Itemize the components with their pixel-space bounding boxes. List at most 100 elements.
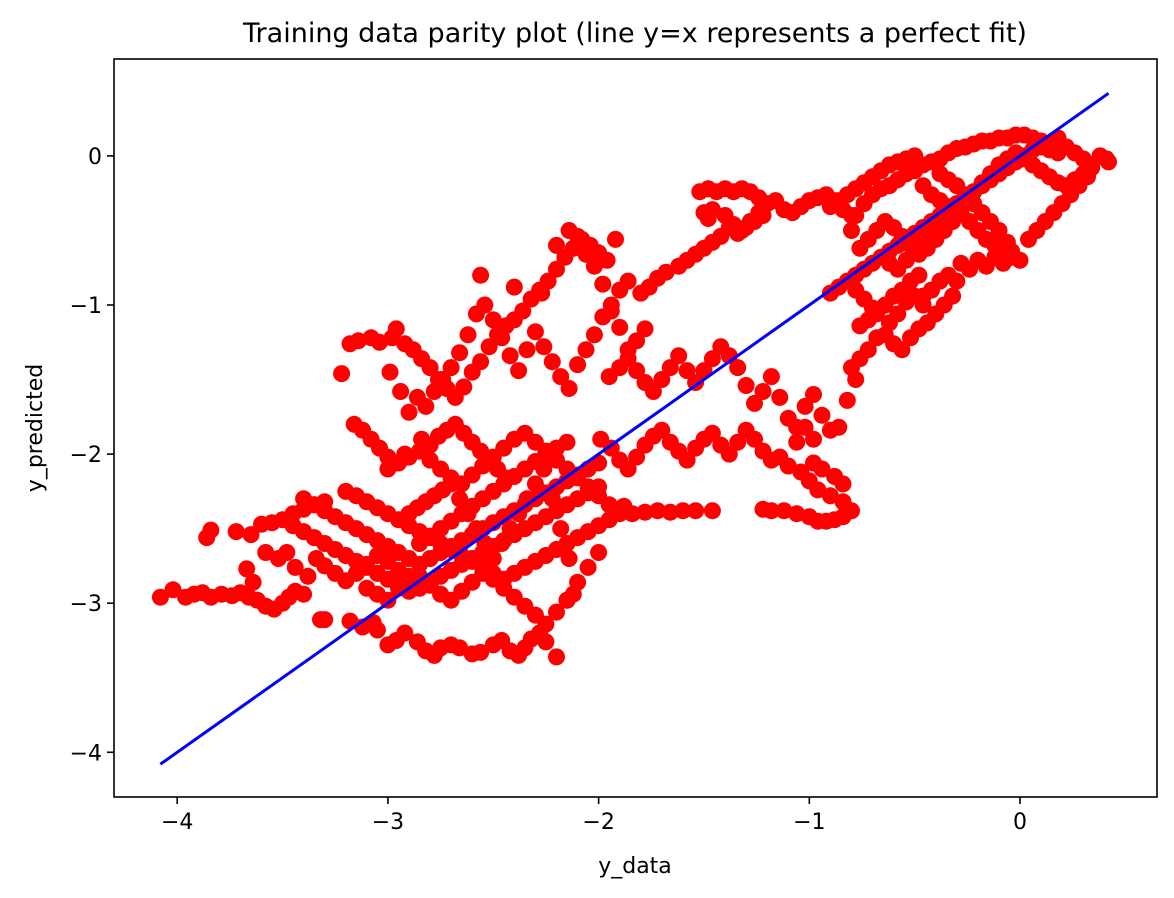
data-point <box>653 421 671 439</box>
data-point <box>493 535 511 552</box>
data-point <box>1100 153 1117 171</box>
data-point <box>345 415 363 433</box>
y-axis: −4 −3 −2 −1 0 <box>70 145 114 766</box>
data-point <box>569 356 587 374</box>
data-point <box>775 502 793 520</box>
data-point <box>442 359 460 377</box>
data-point <box>484 311 502 329</box>
data-point <box>585 326 603 344</box>
plot-area <box>151 92 1117 766</box>
data-point <box>674 502 692 520</box>
data-point <box>514 302 532 320</box>
data-point <box>611 505 629 523</box>
data-point <box>417 397 435 415</box>
data-point <box>548 603 565 621</box>
data-point <box>703 350 721 368</box>
data-point <box>543 353 561 371</box>
data-point <box>505 278 523 296</box>
data-point <box>299 567 317 585</box>
x-tick-label: −2 <box>582 810 614 835</box>
data-point <box>847 207 865 224</box>
data-point <box>703 424 721 442</box>
data-point <box>843 222 860 239</box>
data-point <box>558 591 576 609</box>
data-point <box>779 457 797 475</box>
data-point <box>459 326 477 344</box>
data-point <box>746 394 763 412</box>
data-point <box>893 341 911 359</box>
data-point <box>611 318 629 336</box>
data-point <box>501 520 519 538</box>
data-point <box>746 430 763 448</box>
data-point <box>480 338 498 356</box>
data-point <box>560 550 578 567</box>
data-point <box>537 633 555 651</box>
data-point <box>994 254 1012 272</box>
x-axis: −4 −3 −2 −1 0 <box>161 797 1027 835</box>
data-point <box>400 403 418 421</box>
data-point <box>805 386 822 403</box>
data-point <box>944 287 962 305</box>
data-point <box>535 338 553 356</box>
data-point <box>316 611 334 629</box>
data-point <box>636 503 654 521</box>
data-point <box>472 353 490 371</box>
data-point <box>451 344 469 362</box>
x-tick-label: −3 <box>372 810 404 835</box>
data-point <box>526 475 544 493</box>
data-point <box>295 585 313 603</box>
data-point <box>813 460 831 478</box>
data-point <box>661 359 679 377</box>
data-point <box>368 621 386 639</box>
data-point <box>703 201 721 219</box>
x-axis-label: y_data <box>598 854 672 879</box>
data-point <box>472 266 490 284</box>
data-point <box>442 475 460 493</box>
data-point <box>649 502 667 520</box>
data-point <box>678 451 696 469</box>
data-point <box>792 463 810 481</box>
data-point <box>577 341 595 359</box>
data-point <box>244 573 262 591</box>
data-point <box>510 362 528 380</box>
data-point <box>754 383 772 400</box>
data-point <box>628 332 646 350</box>
data-point <box>771 388 789 406</box>
data-point <box>400 567 418 585</box>
data-point <box>762 502 780 520</box>
data-point <box>387 320 405 338</box>
data-point <box>602 302 620 320</box>
data-point <box>906 147 924 165</box>
data-point <box>670 347 688 365</box>
data-point <box>577 245 595 263</box>
chart-title: Training data parity plot (line y=x repr… <box>242 18 1027 49</box>
data-point <box>729 433 747 451</box>
data-point <box>425 383 443 400</box>
data-point <box>476 296 494 314</box>
data-point <box>737 377 755 394</box>
data-point <box>628 362 646 380</box>
data-point <box>227 523 245 541</box>
data-point <box>451 639 469 657</box>
data-point <box>459 505 477 523</box>
data-point <box>501 347 519 365</box>
data-point <box>762 368 780 386</box>
data-point <box>392 383 410 400</box>
data-point <box>202 521 220 539</box>
data-point <box>796 397 814 415</box>
data-point <box>821 487 839 505</box>
data-point <box>619 350 637 368</box>
data-point <box>805 430 822 448</box>
axes-frame <box>113 58 1158 798</box>
data-point <box>859 341 877 359</box>
data-point <box>1003 242 1021 260</box>
y-axis-label: y_predicted <box>23 364 48 492</box>
data-point <box>636 320 654 338</box>
data-point <box>455 378 473 396</box>
data-point <box>238 560 256 578</box>
data-point <box>548 648 565 666</box>
data-point <box>552 520 570 538</box>
data-point <box>834 493 852 511</box>
data-point <box>560 380 578 397</box>
